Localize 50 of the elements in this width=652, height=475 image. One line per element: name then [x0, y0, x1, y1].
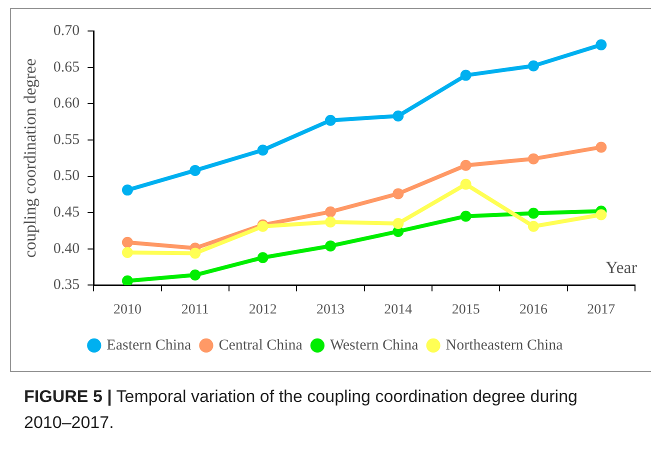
y-axis-title: coupling coordination degree: [20, 58, 40, 258]
legend-label: Western China: [330, 337, 419, 354]
point: [190, 270, 201, 281]
point: [324, 206, 336, 218]
point: [528, 220, 539, 232]
x-axis-title: Year: [606, 258, 638, 278]
point: [596, 142, 607, 153]
x-tick-label: 2015: [452, 302, 480, 318]
point: [460, 160, 472, 171]
point: [392, 188, 404, 200]
point: [257, 252, 268, 264]
y-tick-label: 0.65: [53, 59, 80, 76]
point: [122, 236, 133, 248]
point: [392, 110, 404, 122]
x-tick-label: 2017: [587, 302, 616, 318]
x-tick-label: 2011: [181, 302, 209, 318]
x-tick-label: 2013: [316, 302, 344, 318]
y-tick-label: 0.45: [53, 204, 80, 221]
point: [460, 70, 472, 81]
y-tick-label: 0.70: [53, 22, 80, 39]
point: [122, 184, 133, 196]
point: [392, 218, 404, 229]
point: [596, 39, 607, 50]
point: [528, 153, 539, 164]
y-tick-label: 0.35: [53, 277, 80, 294]
point: [324, 240, 336, 252]
x-tick-label: 2014: [384, 302, 412, 318]
point: [122, 275, 133, 286]
point: [190, 164, 201, 176]
point: [324, 114, 336, 126]
y-tick-label: 0.40: [53, 240, 80, 257]
point: [596, 209, 607, 220]
x-tick-label: 2010: [113, 302, 142, 318]
point: [460, 178, 472, 190]
y-tick-label: 0.50: [53, 168, 80, 184]
legend-label: Northeastern China: [446, 337, 564, 354]
legend-label: Eastern China: [106, 337, 192, 354]
point: [190, 248, 201, 259]
legend-label: Central China: [218, 337, 303, 354]
point: [528, 60, 539, 72]
point: [324, 216, 336, 228]
point: [122, 247, 133, 258]
y-tick-label: 0.55: [53, 132, 80, 148]
point: [257, 144, 268, 156]
point: [460, 210, 472, 222]
x-tick-label: 2016: [519, 302, 548, 318]
x-tick-label: 2012: [248, 302, 277, 318]
caption: FIGURE 5 | Temporal variation of the coupling coordination degree during 2010–2017.: [24, 386, 578, 434]
point: [528, 208, 539, 219]
y-tick-label: 0.60: [53, 96, 80, 112]
